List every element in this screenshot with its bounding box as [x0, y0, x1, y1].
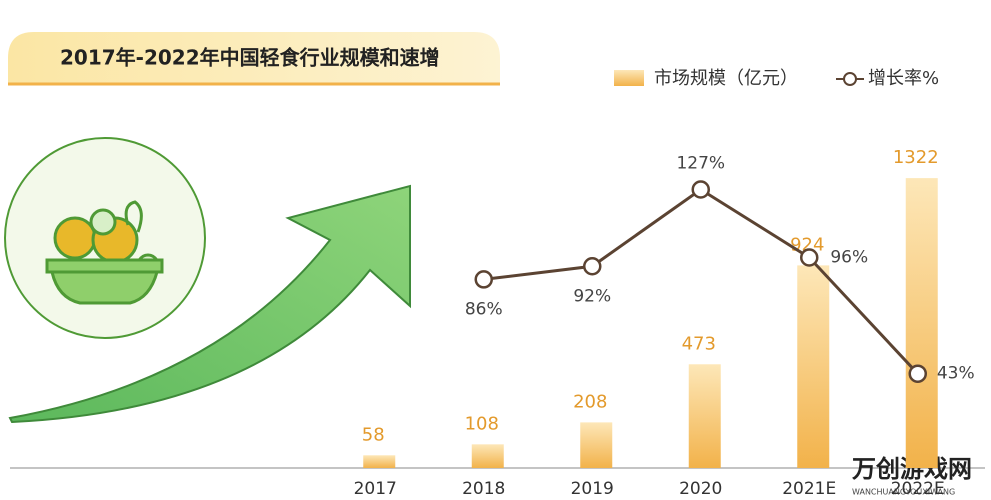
bar-value-label: 108	[465, 413, 499, 434]
line-marker	[908, 364, 927, 383]
line-marker	[800, 248, 819, 267]
x-tick-label: 2018	[462, 479, 505, 499]
bar	[688, 364, 721, 468]
x-tick-label: 2022E	[891, 479, 945, 499]
bowl-icon	[4, 137, 206, 339]
legend-label: 市场规模（亿元）	[654, 68, 798, 89]
title-banner	[8, 32, 500, 84]
line-value-label: 86%	[465, 299, 503, 319]
bar	[905, 178, 938, 468]
bar	[471, 444, 504, 468]
growth-arrow	[8, 184, 411, 424]
bar-value-label: 473	[682, 333, 716, 354]
bar-value-label: 208	[573, 391, 607, 412]
line-marker	[474, 270, 493, 289]
legend-swatch	[614, 70, 644, 86]
bar-value-label: 1322	[893, 147, 939, 168]
line-value-label: 43%	[937, 364, 975, 384]
bar	[797, 265, 830, 468]
x-tick-label: 2020	[679, 479, 722, 499]
x-tick-label: 2021E	[782, 479, 836, 499]
bar	[580, 422, 613, 468]
line-marker	[583, 257, 602, 276]
bar	[363, 455, 396, 468]
line-value-label: 127%	[676, 154, 725, 174]
watermark-sub: WANCHUANGYOUXIWANG	[852, 488, 955, 497]
legend-label: 增长率%	[868, 68, 939, 89]
line-marker	[691, 180, 710, 199]
line-value-label: 96%	[830, 247, 868, 267]
x-tick-label: 2017	[354, 479, 397, 499]
bar-value-label: 58	[362, 424, 385, 445]
chart-title: 2017年-2022年中国轻食行业规模和速增	[60, 46, 440, 70]
x-tick-label: 2019	[571, 479, 614, 499]
line-value-label: 92%	[573, 286, 611, 306]
legend-marker	[843, 72, 857, 86]
